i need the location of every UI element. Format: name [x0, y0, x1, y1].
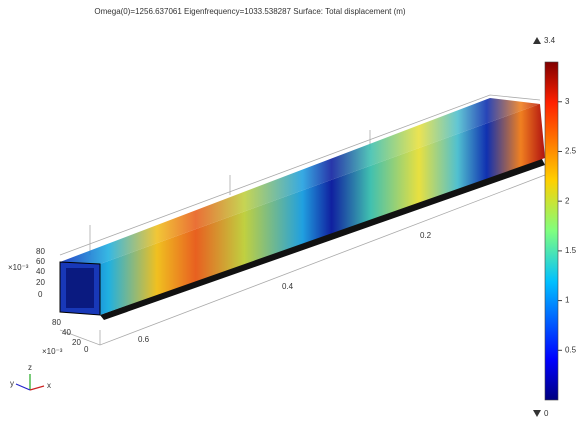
- height-tick: 60: [36, 257, 45, 266]
- width-tick: 20: [72, 338, 81, 347]
- height-tick: 40: [36, 267, 45, 276]
- colorbar: [545, 62, 558, 400]
- colorbar-tick-label: 1: [565, 296, 570, 305]
- width-unit: ×10⁻³: [42, 347, 63, 356]
- max-marker: [533, 37, 541, 44]
- colorbar-ticks: 0.5 1 1.5 2 2.5 3: [558, 97, 577, 355]
- beam-end-hollow: [66, 268, 94, 308]
- colorbar-tick-label: 2.5: [565, 147, 577, 156]
- colorbar-tick-label: 1.5: [565, 246, 577, 255]
- width-tick: 80: [52, 318, 61, 327]
- height-tick: 80: [36, 247, 45, 256]
- width-tick: 40: [62, 328, 71, 337]
- width-tick: 0: [84, 345, 89, 354]
- plot-view: Omega(0)=1256.637061 Eigenfrequency=1033…: [0, 0, 587, 421]
- axis-triad: y z x: [10, 363, 51, 390]
- height-unit: ×10⁻³: [8, 263, 29, 272]
- min-marker: [533, 410, 541, 417]
- colorbar-tick-label: 0.5: [565, 345, 577, 354]
- beam-side: [100, 104, 545, 315]
- colorbar-max: 3.4: [544, 36, 556, 45]
- colorbar-tick-label: 2: [565, 196, 570, 205]
- colorbar-min: 0: [544, 409, 549, 418]
- length-tick: 0.6: [138, 335, 150, 344]
- plot-title: Omega(0)=1256.637061 Eigenfrequency=1033…: [94, 7, 406, 16]
- height-tick: 0: [38, 290, 43, 299]
- length-tick: 0.4: [282, 282, 294, 291]
- colorbar-tick-label: 3: [565, 97, 570, 106]
- triad-label: y: [10, 379, 14, 388]
- height-tick: 20: [36, 278, 45, 287]
- triad-label: z: [28, 363, 32, 372]
- triad-label: x: [47, 381, 51, 390]
- length-tick: 0.2: [420, 231, 432, 240]
